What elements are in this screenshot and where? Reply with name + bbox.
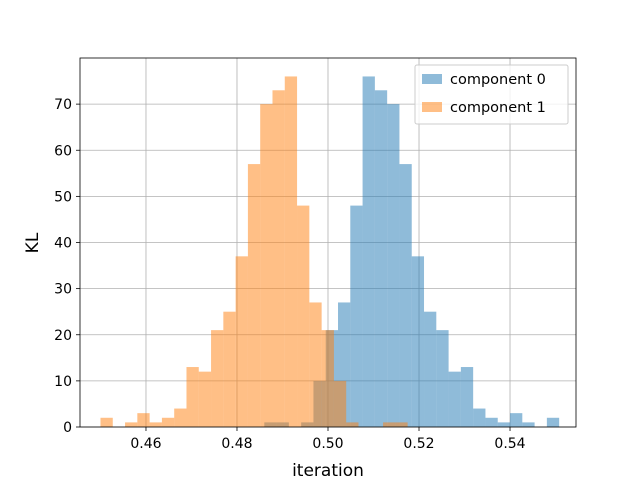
histogram-bar <box>383 422 396 427</box>
y-tick-label: 10 <box>54 374 72 390</box>
histogram-bar <box>346 422 359 427</box>
y-tick-label: 40 <box>54 236 72 252</box>
x-axis-title: iteration <box>292 461 364 480</box>
x-tick-label: 0.52 <box>403 436 434 452</box>
histogram-bar <box>284 76 298 427</box>
y-axis-title: KL <box>23 232 43 253</box>
y-tick-label: 60 <box>54 143 72 159</box>
histogram-bar <box>211 330 224 427</box>
histogram-bar <box>125 422 138 427</box>
histogram-bars <box>100 76 560 427</box>
legend: component 0 component 1 <box>414 64 569 125</box>
histogram-bar <box>374 90 388 427</box>
histogram-bar <box>161 417 175 427</box>
y-tick-label: 20 <box>54 328 72 344</box>
legend-swatch <box>422 102 442 112</box>
legend-frame <box>414 64 569 125</box>
legend-label: component 0 <box>450 72 546 88</box>
histogram-bar <box>297 205 310 427</box>
histogram-bar <box>448 371 461 427</box>
histogram-bar <box>387 104 400 427</box>
histogram-bar <box>223 311 236 427</box>
histogram-bar <box>235 256 248 427</box>
histogram-bar <box>424 311 437 427</box>
histogram-bar <box>247 164 261 427</box>
histogram-bar <box>362 76 375 427</box>
histogram-bar <box>411 256 425 427</box>
histogram-bar <box>198 371 212 427</box>
histogram-bar <box>473 408 486 427</box>
histogram-bar <box>522 422 535 427</box>
histogram-bar <box>100 417 113 427</box>
histogram-bar <box>321 330 334 427</box>
histogram-bar <box>546 417 560 427</box>
legend-swatch <box>422 74 442 84</box>
histogram-bar <box>436 330 449 427</box>
series-1-bars <box>100 76 408 427</box>
histogram-bar <box>272 90 285 427</box>
histogram-bar <box>174 408 187 427</box>
x-tick-label: 0.48 <box>221 436 252 452</box>
histogram-bar <box>460 367 474 427</box>
histogram-bar <box>309 302 322 427</box>
series-0-bars <box>264 76 560 427</box>
histogram-bar <box>510 413 523 427</box>
histogram-bar <box>333 380 347 427</box>
grid-lines <box>80 58 576 428</box>
histogram-bar <box>497 422 511 427</box>
y-tick-label: 70 <box>54 97 72 113</box>
histogram-bar <box>395 422 408 427</box>
y-tick-label: 30 <box>54 282 72 298</box>
histogram-bar <box>260 104 273 427</box>
axis-ticks: 0.46 0.48 0.50 0.52 0.54 0 10 20 30 40 50 60 70 <box>54 97 526 452</box>
y-tick-label: 50 <box>54 189 72 205</box>
histogram-bar <box>485 417 498 427</box>
histogram-bar <box>350 205 363 427</box>
legend-label: component 1 <box>450 100 546 116</box>
x-tick-label: 0.50 <box>312 436 343 452</box>
y-tick-label: 0 <box>63 420 72 436</box>
x-tick-label: 0.54 <box>494 436 525 452</box>
histogram-bar <box>149 422 162 427</box>
x-tick-label: 0.46 <box>130 436 161 452</box>
histogram-bar <box>137 413 150 427</box>
histogram-bar <box>399 164 412 427</box>
histogram-bar <box>186 367 199 427</box>
